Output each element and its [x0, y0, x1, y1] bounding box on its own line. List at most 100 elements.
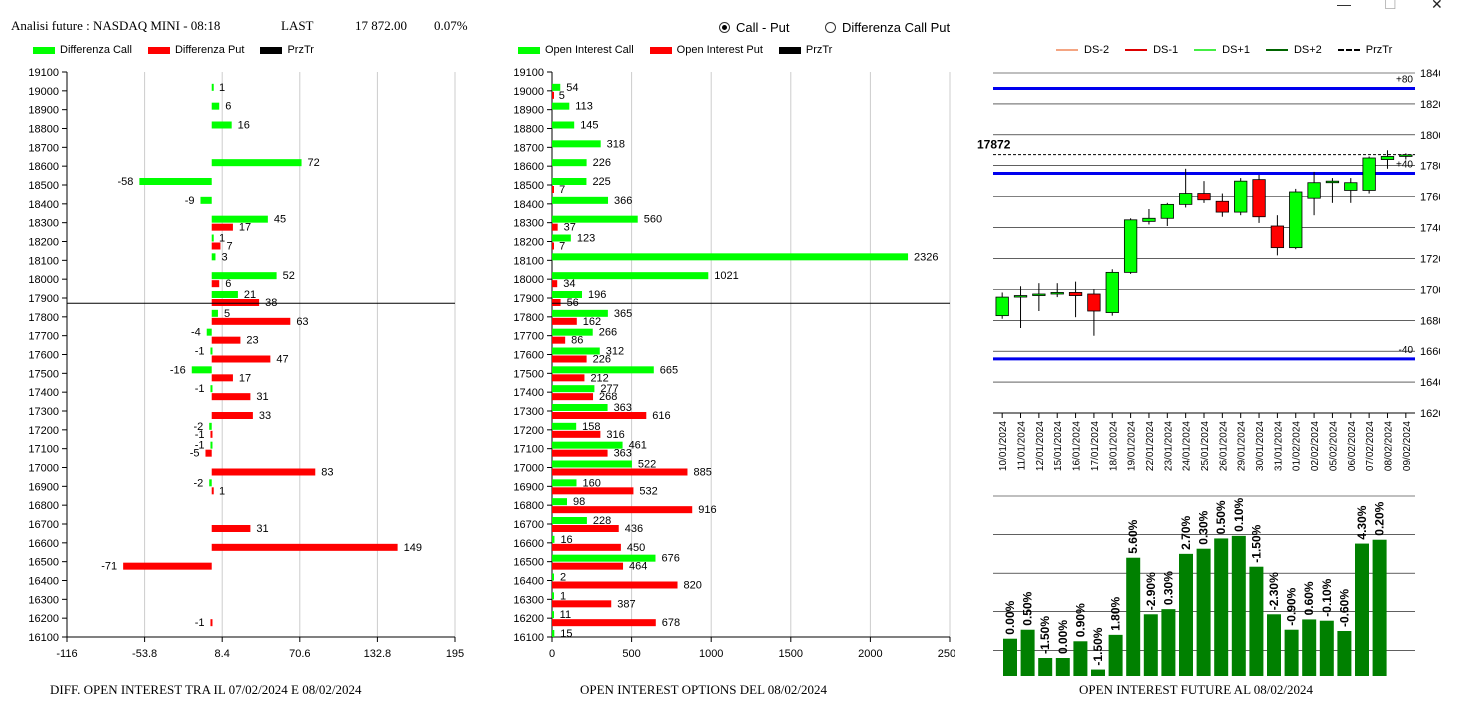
- call-bar: [552, 611, 554, 619]
- oi-bar: [1249, 566, 1264, 676]
- data-label: 318: [607, 138, 625, 150]
- oi-bar: [1055, 658, 1070, 676]
- data-label: 363: [614, 402, 632, 414]
- x-tick-label: 07/02/2024: [1365, 421, 1376, 471]
- x-tick-label: -53.8: [132, 648, 157, 660]
- put-bar: [552, 600, 612, 608]
- call-bar: [200, 196, 212, 204]
- legend-line: [1194, 49, 1217, 51]
- y-tick-label: 18000: [1420, 130, 1440, 142]
- x-tick-label: 70.6: [289, 648, 310, 660]
- data-label: -4: [191, 327, 201, 339]
- candle-body: [1050, 292, 1064, 295]
- y-tick-label: 16500: [513, 557, 544, 569]
- call-bar: [211, 253, 216, 261]
- x-tick-label: -116: [56, 648, 77, 660]
- data-label: 7: [226, 241, 232, 253]
- minimize-icon[interactable]: —: [1337, 0, 1351, 12]
- candle-body: [1179, 193, 1193, 205]
- oi-bar: [1214, 538, 1229, 676]
- put-bar: [552, 449, 608, 457]
- data-label: 1: [219, 82, 225, 94]
- y-tick-label: 16800: [1420, 315, 1440, 327]
- call-bar: [552, 404, 608, 411]
- data-label: 5: [559, 90, 565, 102]
- x-tick-label: 29/01/2024: [1237, 421, 1248, 471]
- y-tick-label: 16700: [513, 519, 544, 531]
- level-label: +80: [1396, 74, 1413, 85]
- data-label: -1: [195, 429, 205, 441]
- future-oi-bar-chart: 0.00% 0.50%-1.50% 0.00% 0.90%-1.50%1.80%5.6…: [993, 495, 1415, 676]
- last-label: LAST: [281, 18, 314, 33]
- oi-label: -0.60%: [1337, 589, 1351, 627]
- y-tick-label: 18800: [28, 124, 59, 136]
- y-tick-label: 17800: [28, 312, 59, 324]
- candle-body: [1307, 182, 1321, 199]
- y-tick-label: 18200: [1420, 99, 1440, 111]
- call-bar: [191, 366, 212, 374]
- close-icon[interactable]: ✕: [1431, 0, 1443, 12]
- data-label: 266: [599, 327, 617, 339]
- data-label: 149: [404, 542, 422, 554]
- candle-body: [1142, 217, 1156, 222]
- call-bar: [139, 178, 212, 185]
- put-bar: [552, 412, 647, 419]
- radio-selected-icon: [719, 22, 730, 33]
- put-bar: [552, 299, 561, 306]
- data-label: -2: [193, 421, 203, 433]
- y-tick-label: 16300: [28, 594, 59, 606]
- put-bar: [211, 393, 251, 401]
- data-label: 1: [219, 485, 225, 497]
- y-tick-label: 16800: [28, 500, 59, 512]
- data-label: -1: [195, 617, 205, 629]
- legend-label: Open Interest Put: [676, 44, 763, 56]
- x-tick-label: 19/01/2024: [1127, 421, 1138, 471]
- oi-label: 0.20%: [1373, 501, 1387, 535]
- legend-item: PrzTr: [1337, 44, 1392, 56]
- oi-label: -0.10%: [1320, 578, 1334, 616]
- future-candlestick-chart: 18400 18200 18000 17800 17600 17400 17200 17000…: [977, 68, 1440, 471]
- put-bar: [205, 449, 212, 457]
- y-tick-label: 16600: [513, 538, 544, 550]
- data-label: 1: [219, 233, 225, 245]
- oi-label: 0.00%: [1056, 620, 1070, 654]
- put-bar: [211, 223, 233, 231]
- y-tick-label: 17300: [513, 406, 544, 418]
- radio-call-put[interactable]: Call - Put: [719, 20, 789, 35]
- data-label: 16: [560, 534, 572, 546]
- x-tick-label: 11/01/2024: [1017, 421, 1028, 471]
- data-label: 34: [563, 278, 575, 290]
- call-bar: [211, 83, 214, 91]
- legend-label: Differenza Put: [174, 44, 245, 56]
- candle-body: [1380, 156, 1395, 160]
- oi-bar: [1179, 553, 1193, 676]
- radio-diff-call-put[interactable]: Differenza Call Put: [825, 20, 950, 35]
- data-label: 63: [296, 316, 308, 328]
- legend-line: [1265, 49, 1288, 51]
- maximize-icon[interactable]: ☐: [1384, 0, 1397, 12]
- oi-label: 5.60%: [1126, 519, 1140, 553]
- put-bar: [211, 355, 271, 363]
- y-tick-label: 16400: [1420, 377, 1440, 389]
- data-label: 196: [588, 289, 606, 301]
- call-bar: [552, 309, 608, 317]
- legend-line: [1125, 49, 1148, 51]
- call-bar: [552, 517, 587, 524]
- data-label: 98: [573, 496, 585, 508]
- radio-diff-label: Differenza Call Put: [842, 20, 951, 35]
- put-bar: [211, 317, 291, 325]
- y-tick-label: 17500: [28, 368, 59, 380]
- call-bar: [552, 178, 587, 185]
- y-tick-label: 18200: [28, 237, 59, 249]
- y-tick-label: 16500: [28, 557, 59, 569]
- data-label: 160: [582, 477, 600, 489]
- candle-body: [1399, 154, 1413, 157]
- call-bar: [209, 479, 212, 487]
- data-label: 11: [560, 609, 571, 621]
- put-bar: [552, 430, 601, 438]
- put-bar: [552, 468, 688, 476]
- y-tick-label: 17100: [28, 444, 59, 456]
- put-bar: [552, 336, 566, 344]
- call-bar: [552, 385, 595, 393]
- candle-body: [1252, 179, 1266, 218]
